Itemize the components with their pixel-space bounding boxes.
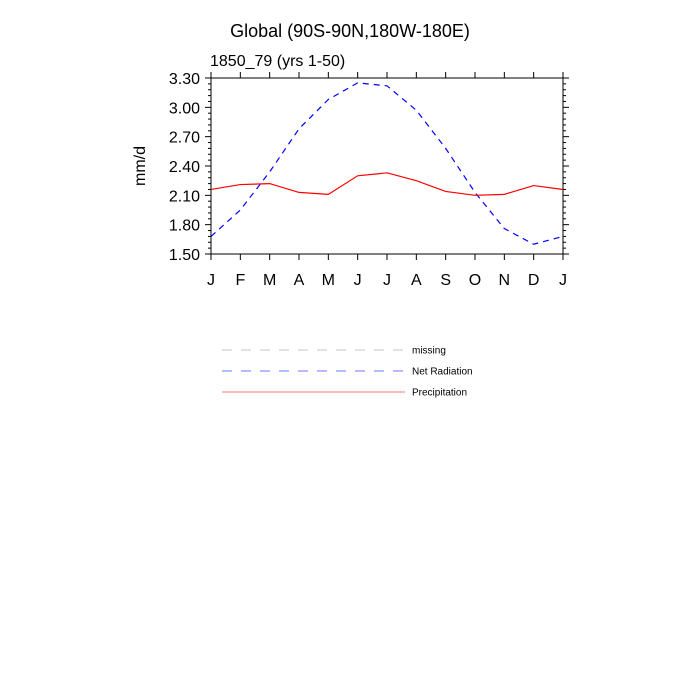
y-tick-label: 3.30 bbox=[169, 71, 200, 88]
x-tick-label: N bbox=[499, 272, 511, 289]
legend: missing Net Radiation Precipitation bbox=[222, 346, 473, 399]
axis-ticks: 1.501.802.102.402.703.003.30J F M A M J J A S O N D… bbox=[169, 71, 569, 289]
x-tick-label: D bbox=[528, 272, 540, 289]
x-tick-label: J bbox=[207, 272, 215, 289]
legend-label: Net Radiation bbox=[412, 367, 473, 378]
legend-label: Precipitation bbox=[412, 388, 467, 399]
series-layer bbox=[210, 82, 564, 245]
y-tick-label: 2.70 bbox=[169, 130, 200, 147]
x-tick-label: F bbox=[235, 272, 245, 289]
chart-subtitle: 1850_79 (yrs 1-50) bbox=[210, 53, 345, 70]
y-tick-label: 2.40 bbox=[169, 159, 200, 176]
x-tick-label: J bbox=[559, 272, 567, 289]
x-tick-label: J bbox=[354, 272, 362, 289]
y-tick-label: 1.80 bbox=[169, 218, 200, 235]
x-tick-label: M bbox=[322, 272, 335, 289]
series-line-precipitation bbox=[210, 172, 564, 196]
x-tick-label: A bbox=[411, 272, 422, 289]
x-tick-label: M bbox=[263, 272, 276, 289]
legend-label: missing bbox=[412, 346, 446, 357]
x-tick-label: J bbox=[383, 272, 391, 289]
y-tick-label: 2.10 bbox=[169, 188, 200, 205]
plot-frame bbox=[210, 77, 564, 255]
y-axis-label: mm/d bbox=[132, 146, 149, 186]
x-tick-label: S bbox=[440, 272, 451, 289]
chart-title: Global (90S-90N,180W-180E) bbox=[230, 21, 470, 41]
x-tick-label: O bbox=[469, 272, 481, 289]
x-tick-label: A bbox=[294, 272, 305, 289]
y-tick-label: 1.50 bbox=[169, 247, 200, 264]
y-tick-label: 3.00 bbox=[169, 100, 200, 117]
series-line-net-radiation bbox=[210, 82, 564, 245]
